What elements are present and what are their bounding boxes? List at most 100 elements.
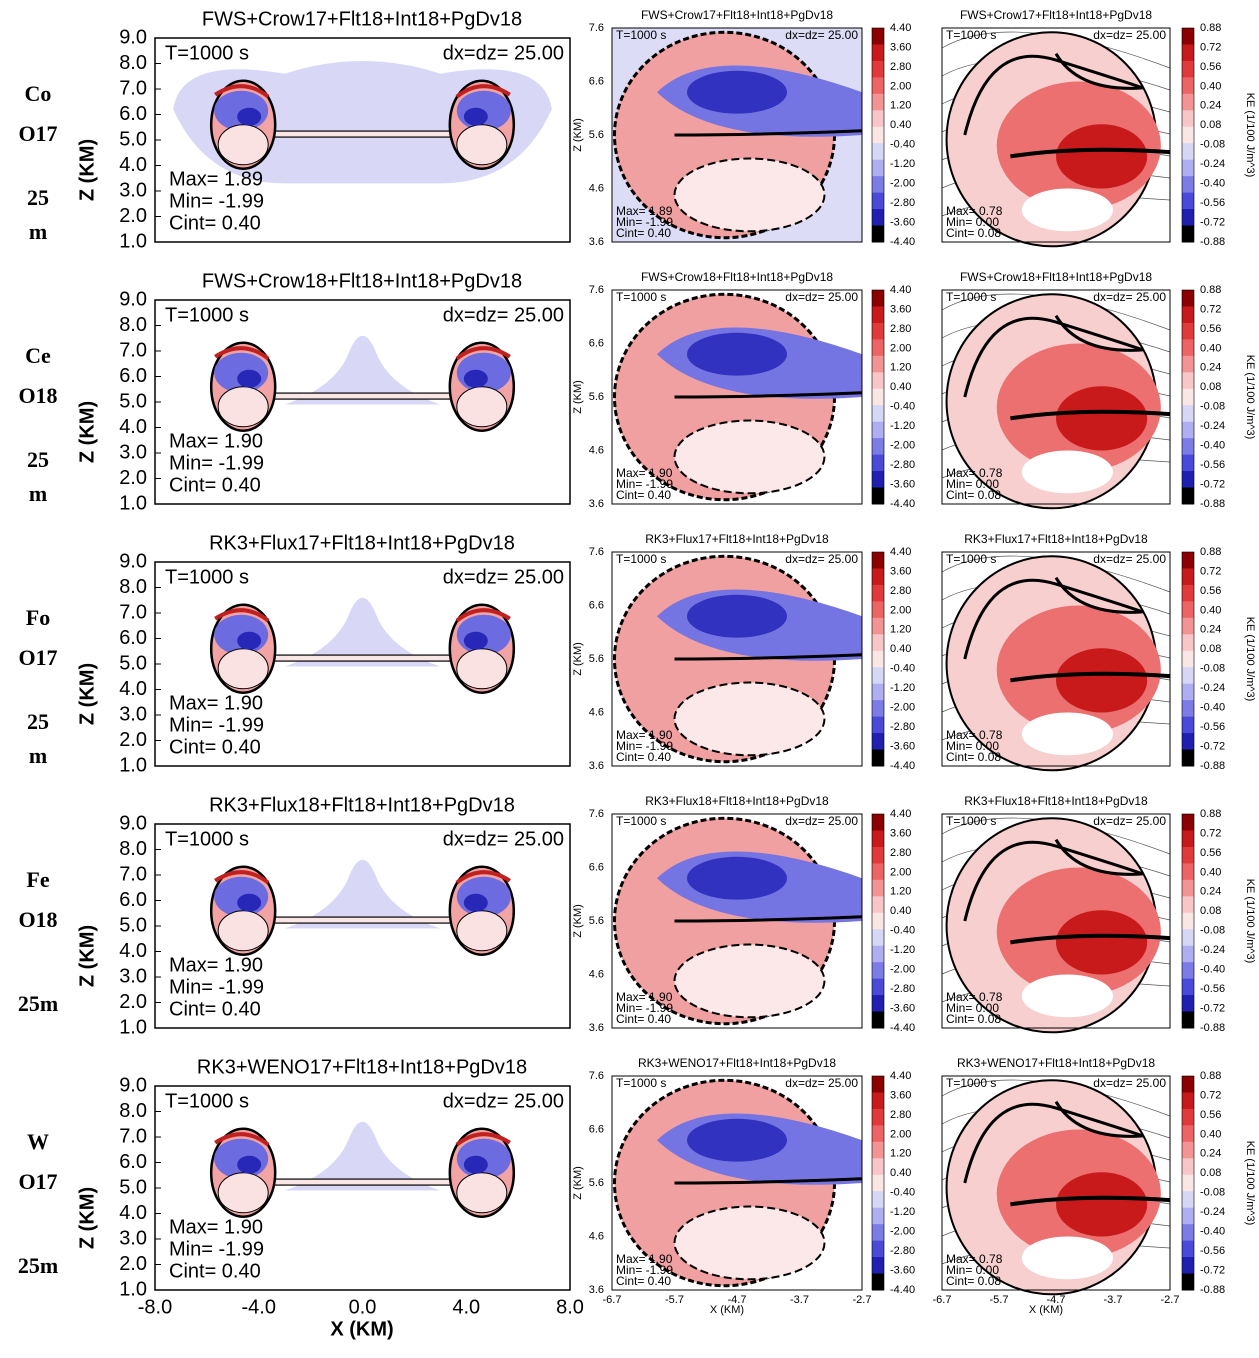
y-tick-label: 5.6 <box>589 129 604 141</box>
colorbar-band <box>872 110 884 128</box>
colorbar-band <box>872 846 884 864</box>
y-tick-label: 8.0 <box>119 314 147 336</box>
colorbar-label: 0.24 <box>1200 362 1221 374</box>
colorbar-band <box>1182 733 1194 751</box>
colorbar-label: -0.56 <box>1200 197 1225 209</box>
colorbar-band <box>872 421 884 439</box>
colorbar-label: -1.20 <box>890 944 915 956</box>
colorbar-band <box>1182 143 1194 161</box>
vortex-inner <box>463 893 488 912</box>
vortex-lower <box>217 648 269 690</box>
colorbar-band <box>1182 1158 1194 1176</box>
y-tick-label: 7.6 <box>589 808 604 820</box>
colorbar-band <box>1182 339 1194 357</box>
colorbar-band <box>1182 110 1194 128</box>
colorbar-label: 2.80 <box>890 61 911 73</box>
colorbar-band <box>1182 650 1194 668</box>
colorbar-band <box>872 667 884 685</box>
panel-title: FWS+Crow18+Flt18+Int18+PgDv18 <box>960 270 1152 284</box>
colorbar-band <box>872 438 884 456</box>
ke-fill <box>1021 188 1113 232</box>
contour <box>455 1132 511 1147</box>
ke-fill <box>1021 974 1113 1018</box>
colorbar-label: 3.60 <box>890 565 911 577</box>
colorbar-label: 0.88 <box>1200 284 1221 296</box>
y-tick-label: 3.6 <box>589 1284 604 1296</box>
annotation: Cint= 0.40 <box>616 1274 671 1288</box>
colorbar-band <box>1182 1257 1194 1275</box>
colorbar-label: 2.00 <box>890 866 911 878</box>
colorbar-label: -4.40 <box>890 236 915 248</box>
y-tick-label: 3.0 <box>119 703 147 725</box>
colorbar-band <box>1182 77 1194 95</box>
t-fill <box>673 681 826 757</box>
y-tick-label: 4.0 <box>119 940 147 962</box>
colorbar-label: 0.56 <box>1200 585 1221 597</box>
colorbar-band <box>1182 372 1194 390</box>
colorbar-title: KE (1/100 J/m^3) <box>1244 1141 1256 1226</box>
x-tick-label: 0.0 <box>349 1296 377 1318</box>
colorbar-band <box>1182 814 1194 831</box>
annotation: Min= -1.99 <box>616 1263 673 1277</box>
colorbar-label: -0.08 <box>1200 663 1225 675</box>
colorbar-band <box>1182 683 1194 701</box>
y-tick-label: 1.0 <box>119 754 147 776</box>
colorbar-band <box>872 912 884 930</box>
ke-fill <box>1021 1236 1113 1280</box>
vortex-inner <box>463 369 488 388</box>
t-fill <box>673 419 826 495</box>
axis-label: Z (KM) <box>572 1166 584 1200</box>
colorbar-band <box>1182 1108 1194 1126</box>
colorbar-band <box>872 176 884 194</box>
row-label: 25 <box>27 709 49 734</box>
panel-title: RK3+Flux17+Flt18+Int18+PgDv18 <box>645 532 829 546</box>
y-tick-label: 4.6 <box>589 444 604 456</box>
frame <box>941 551 1171 767</box>
row-label: Fe <box>26 867 49 892</box>
colorbar-label: 0.88 <box>1200 808 1221 820</box>
colorbar-band <box>1182 126 1194 144</box>
colorbar-band <box>1182 44 1194 62</box>
annotation: Max= 0.78 <box>946 204 1003 218</box>
colorbar-band <box>1182 1125 1194 1143</box>
colorbar-label: -2.80 <box>890 459 915 471</box>
colorbar-title: KE (1/100 J/m^3) <box>1244 617 1256 702</box>
vortex-inner <box>237 631 262 650</box>
y-tick-label: 7.0 <box>119 1125 147 1147</box>
y-tick-label: 3.0 <box>119 1227 147 1249</box>
colorbar-band <box>872 1273 884 1291</box>
colorbar-label: 3.60 <box>890 303 911 315</box>
contour <box>455 346 511 361</box>
colorbar-band <box>872 929 884 947</box>
colorbar-label: -0.08 <box>1200 139 1225 151</box>
annotation: T=1000 s <box>165 566 249 588</box>
annotation: dx=dz= 25.00 <box>1093 290 1166 304</box>
y-tick-label: 4.6 <box>589 706 604 718</box>
t-fill <box>687 1118 787 1162</box>
y-tick-label: 1.0 <box>119 1016 147 1038</box>
frame <box>941 1075 1171 1291</box>
axis-label: Z (KM) <box>76 663 98 725</box>
contour <box>455 608 511 623</box>
y-tick-label: 8.0 <box>119 52 147 74</box>
contour <box>1010 409 1171 421</box>
panel-title: FWS+Crow17+Flt18+Int18+PgDv18 <box>641 8 833 22</box>
t-fill <box>687 856 787 900</box>
annotation: Cint= 0.08 <box>946 1012 1001 1026</box>
colorbar-band <box>1182 388 1194 406</box>
colorbar-band <box>1182 929 1194 947</box>
colorbar-label: -0.08 <box>1200 1187 1225 1199</box>
vortex-inner <box>237 107 262 126</box>
t-fill <box>687 70 787 114</box>
colorbar-band <box>872 471 884 489</box>
colorbar-label: -2.00 <box>890 702 915 714</box>
annotation: Min= -1.99 <box>616 739 673 753</box>
colorbar-label: 0.72 <box>1200 827 1221 839</box>
axis-label: Z (KM) <box>572 118 584 152</box>
colorbar-label: 2.00 <box>890 1128 911 1140</box>
colorbar-label: -0.40 <box>890 925 915 937</box>
x-tick-label: -5.7 <box>665 1294 684 1306</box>
annotation: Min= 0.00 <box>946 477 999 491</box>
colorbar-band <box>1182 1011 1194 1029</box>
colorbar-band <box>872 634 884 652</box>
